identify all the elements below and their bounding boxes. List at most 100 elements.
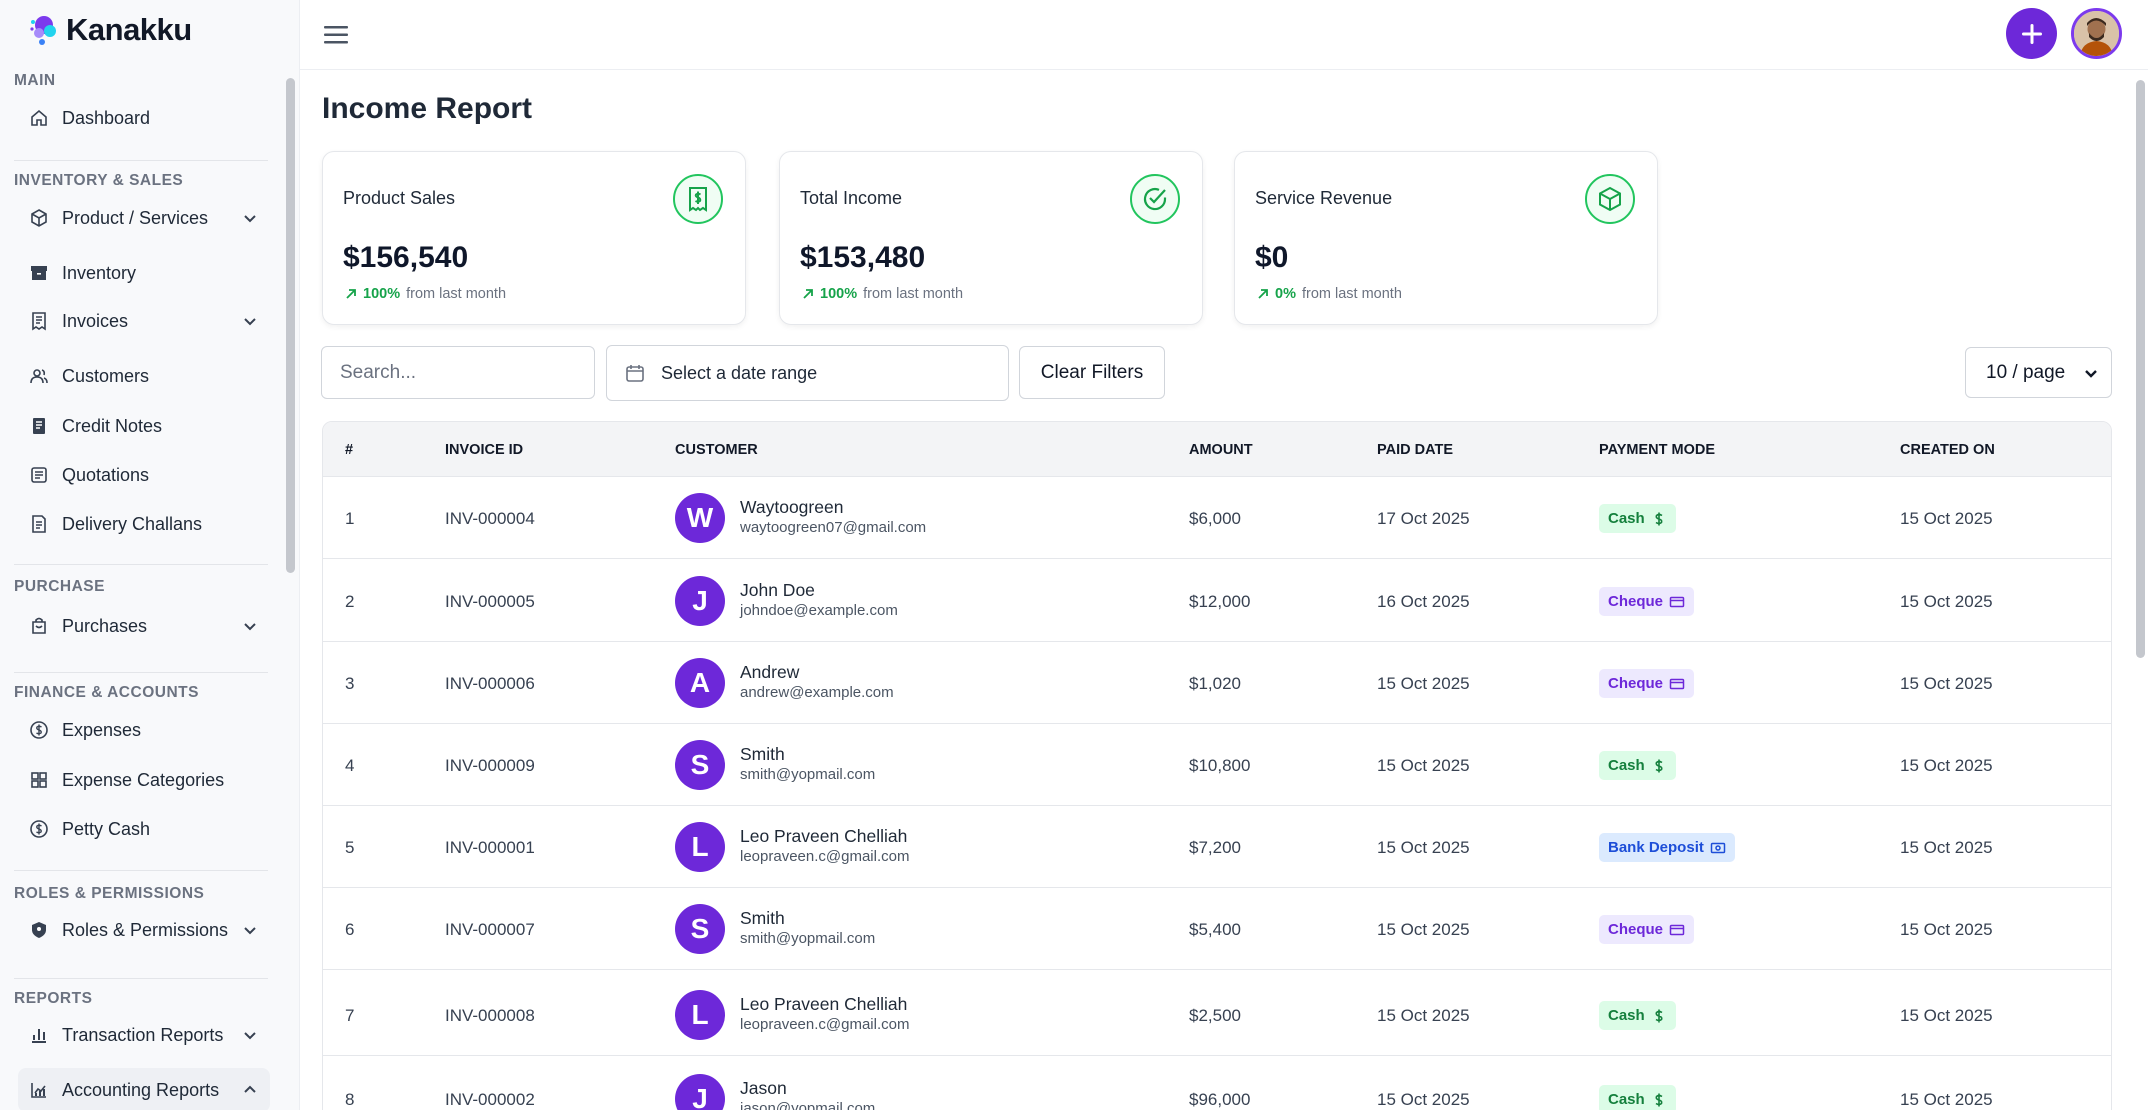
customer-email: smith@yopmail.com bbox=[740, 766, 876, 783]
sidebar-item-label: Quotations bbox=[62, 464, 150, 485]
payment-mode-label: Cheque bbox=[1608, 593, 1664, 610]
payment-mode-badge: Cash bbox=[1599, 1085, 1676, 1110]
plus-icon bbox=[2021, 23, 2042, 44]
customer-email: leopraveen.c@gmail.com bbox=[740, 848, 910, 865]
chevron-down-icon[interactable] bbox=[240, 616, 260, 636]
table-row[interactable]: 2 INV-000005 J John Doe johndoe@example.com $… bbox=[323, 560, 2111, 642]
sidebar-section-title: ROLES & PERMISSIONS bbox=[14, 885, 205, 902]
sidebar-section-title: REPORTS bbox=[14, 990, 93, 1007]
row-number: 4 bbox=[345, 756, 355, 775]
trend-text: from last month bbox=[406, 286, 507, 302]
product-sales-card: Product Sales $156,540 100% from last mo… bbox=[322, 151, 746, 325]
table-row[interactable]: 6 INV-000007 S Smith smith@yopmail.com $5,400… bbox=[323, 888, 2111, 970]
dollar-icon bbox=[1651, 1092, 1667, 1108]
page-title: Income Report bbox=[322, 92, 533, 125]
main-scrollbar[interactable] bbox=[2136, 80, 2145, 658]
sidebar-item-purchases[interactable]: Purchases bbox=[18, 604, 270, 648]
created-on: 15 Oct 2025 bbox=[1900, 592, 1993, 611]
table-row[interactable]: 7 INV-000008 L Leo Praveen Chelliah leoprave… bbox=[323, 974, 2111, 1056]
note-icon bbox=[28, 415, 50, 437]
created-on: 15 Oct 2025 bbox=[1900, 756, 1993, 775]
row-number: 3 bbox=[345, 674, 355, 693]
income-table: # INVOICE ID CUSTOMER AMOUNT PAID DATE P… bbox=[322, 421, 2112, 1110]
sidebar-item-transaction-reports[interactable]: Transaction Reports bbox=[18, 1013, 270, 1057]
brand-logo[interactable]: Kanakku bbox=[28, 12, 192, 48]
card-title: Total Income bbox=[800, 188, 903, 208]
sidebar-item-label: Accounting Reports bbox=[62, 1079, 220, 1100]
sidebar-item-customers[interactable]: Customers bbox=[18, 354, 270, 398]
sidebar-item-label: Petty Cash bbox=[62, 818, 151, 839]
search-input[interactable] bbox=[321, 346, 595, 399]
table-row[interactable]: 3 INV-000006 A Andrew andrew@example.com $1,0… bbox=[323, 642, 2111, 724]
chevron-up-icon[interactable] bbox=[240, 1080, 260, 1100]
service-revenue-card: Service Revenue $0 0% from last month bbox=[1234, 151, 1658, 325]
sidebar-item-expenses[interactable]: Expenses bbox=[18, 708, 270, 752]
sidebar-scrollbar[interactable] bbox=[286, 78, 295, 573]
sidebar-item-invoices[interactable]: Invoices bbox=[18, 299, 270, 343]
invoice-id: INV-000007 bbox=[445, 920, 535, 939]
sidebar-item-expense-categories[interactable]: Expense Categories bbox=[18, 758, 270, 802]
invoice-id: INV-000006 bbox=[445, 674, 535, 693]
date-range-label: Select a date range bbox=[661, 362, 818, 383]
amount: $10,800 bbox=[1189, 756, 1251, 775]
chevron-down-icon[interactable] bbox=[240, 1025, 260, 1045]
customer-name: Jason bbox=[740, 1078, 787, 1098]
trend-percent: 100% bbox=[820, 286, 858, 302]
table-row[interactable]: 4 INV-000009 S Smith smith@yopmail.com $10,80… bbox=[323, 724, 2111, 806]
sidebar-item-accounting-reports[interactable]: Accounting Reports bbox=[18, 1068, 270, 1110]
sidebar-divider bbox=[14, 160, 268, 161]
sidebar-item-delivery-challans[interactable]: Delivery Challans bbox=[18, 502, 270, 546]
paid-date: 15 Oct 2025 bbox=[1377, 674, 1470, 693]
sidebar-item-dashboard[interactable]: Dashboard bbox=[18, 96, 270, 140]
page-size-select[interactable]: 10 / page bbox=[1965, 347, 2112, 398]
customer-email: jason@yopmail.com bbox=[740, 1100, 876, 1110]
sidebar-item-quotations[interactable]: Quotations bbox=[18, 453, 270, 497]
chevron-down-icon[interactable] bbox=[240, 208, 260, 228]
sidebar-divider bbox=[14, 870, 268, 871]
menu-toggle-icon[interactable] bbox=[322, 22, 350, 48]
created-on: 15 Oct 2025 bbox=[1900, 1090, 1993, 1109]
table-row[interactable]: 5 INV-000001 L Leo Praveen Chelliah leoprave… bbox=[323, 806, 2111, 888]
trend-text: from last month bbox=[1301, 286, 1402, 302]
sidebar-item-roles-permissions[interactable]: Roles & Permissions bbox=[18, 908, 270, 952]
grid-icon bbox=[28, 769, 50, 791]
amount: $96,000 bbox=[1189, 1090, 1251, 1109]
sidebar-item-label: Inventory bbox=[62, 262, 137, 283]
sidebar-item-credit-notes[interactable]: Credit Notes bbox=[18, 404, 270, 448]
sidebar-item-petty-cash[interactable]: Petty Cash bbox=[18, 807, 270, 851]
payment-mode-label: Cash bbox=[1608, 1091, 1645, 1108]
add-new-button[interactable] bbox=[2006, 8, 2057, 59]
paid-date: 15 Oct 2025 bbox=[1377, 1006, 1470, 1025]
payment-mode-badge: Cash bbox=[1599, 1001, 1676, 1030]
row-number: 8 bbox=[345, 1090, 355, 1109]
date-range-picker[interactable]: Select a date range bbox=[606, 345, 1009, 401]
table-row[interactable]: 1 INV-000004 W Waytoogreen waytoogreen07@gma… bbox=[323, 477, 2111, 559]
payment-mode-label: Cash bbox=[1608, 757, 1645, 774]
amount: $5,400 bbox=[1189, 920, 1241, 939]
table-row[interactable]: 8 INV-000002 J Jason jason@yopmail.com $96,00… bbox=[323, 1058, 2111, 1110]
paid-date: 15 Oct 2025 bbox=[1377, 920, 1470, 939]
invoice-id: INV-000004 bbox=[445, 509, 535, 528]
brand-name: Kanakku bbox=[66, 12, 192, 47]
payment-mode-badge: Cheque bbox=[1599, 915, 1695, 944]
col-customer: CUSTOMER bbox=[675, 442, 758, 458]
box-icon bbox=[28, 207, 50, 229]
created-on: 15 Oct 2025 bbox=[1900, 674, 1993, 693]
customer-name: Leo Praveen Chelliah bbox=[740, 994, 908, 1014]
sidebar-divider bbox=[14, 564, 268, 565]
customer-email: johndoe@example.com bbox=[740, 602, 898, 619]
created-on: 15 Oct 2025 bbox=[1900, 920, 1993, 939]
sidebar-item-label: Delivery Challans bbox=[62, 513, 203, 534]
chevron-down-icon[interactable] bbox=[240, 920, 260, 940]
clear-filters-button[interactable]: Clear Filters bbox=[1019, 346, 1165, 399]
col-created-on: CREATED ON bbox=[1900, 442, 1995, 458]
col-payment-mode: PAYMENT MODE bbox=[1599, 442, 1716, 458]
user-avatar[interactable] bbox=[2071, 8, 2122, 59]
dollar-icon bbox=[1651, 1008, 1667, 1024]
sidebar-item-inventory[interactable]: Inventory bbox=[18, 251, 270, 295]
sidebar-item-label: Customers bbox=[62, 365, 150, 386]
chevron-down-icon[interactable] bbox=[240, 311, 260, 331]
sidebar-item-product-services[interactable]: Product / Services bbox=[18, 196, 270, 240]
payment-mode-label: Cheque bbox=[1608, 921, 1664, 938]
customer-email: smith@yopmail.com bbox=[740, 930, 876, 947]
